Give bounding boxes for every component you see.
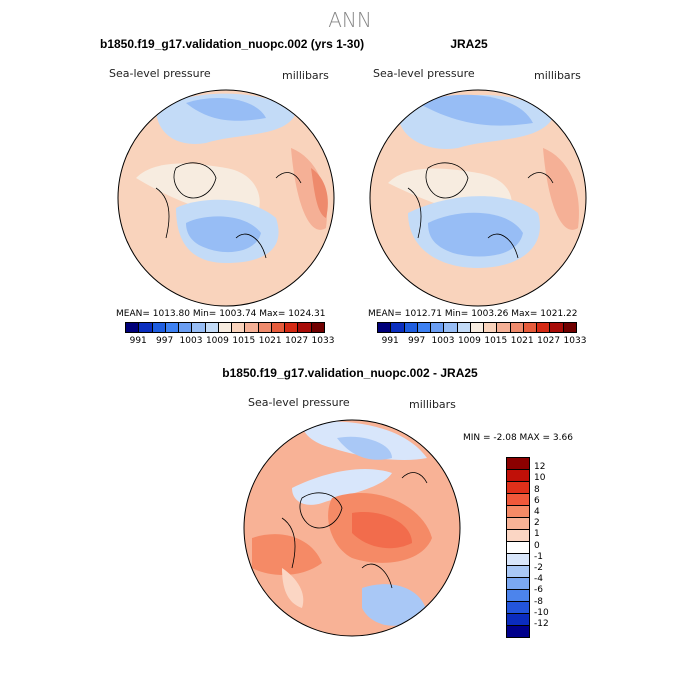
colorbar-swatch <box>152 323 166 332</box>
colorbar-swatch <box>165 323 180 332</box>
colorbar-swatch <box>507 458 529 470</box>
colorbar-swatch <box>507 506 529 518</box>
colorbar-swatch <box>245 323 259 332</box>
panel-3-units: millibars <box>409 398 456 411</box>
colorbar-label: 1027 <box>537 336 561 346</box>
panel-1-units: millibars <box>282 69 329 82</box>
colorbar-label: -4 <box>534 574 543 585</box>
panel-2-colorbar-labels: 991 997 1003 1009 1015 1021 1027 1033 <box>377 336 587 348</box>
panel-3-field-label: Sea-level pressure <box>248 396 350 409</box>
colorbar-label: 1009 <box>457 336 481 346</box>
panel-2-title: JRA25 <box>450 37 488 51</box>
colorbar-label: -2 <box>534 563 543 573</box>
colorbar-swatch <box>507 614 529 626</box>
panel-1-title: b1850.f19_g17.validation_nuopc.002 (yrs … <box>100 37 365 51</box>
panel-3-colorbar-labels: 12 10 8 6 4 2 1 0 -1 -2 -4 -6 -8 -10 -12 <box>534 457 574 629</box>
panel-3-polar-map <box>243 419 461 637</box>
colorbar-label: 8 <box>534 484 540 495</box>
colorbar-swatch <box>470 323 485 332</box>
colorbar-label: 12 <box>534 462 546 473</box>
colorbar-swatch <box>431 323 445 332</box>
colorbar-label: 4 <box>534 507 540 517</box>
colorbar-label: 10 <box>534 473 546 484</box>
colorbar-swatch <box>298 323 312 332</box>
colorbar-label: 1003 <box>431 336 455 346</box>
colorbar-swatch <box>391 323 405 332</box>
panel-1-field-label: Sea-level pressure <box>109 67 211 80</box>
panel-1-stats: MEAN= 1013.80 Min= 1003.74 Max= 1024.31 <box>116 309 326 319</box>
colorbar-label: -1 <box>534 551 543 562</box>
colorbar-swatch <box>507 590 529 602</box>
colorbar-swatch <box>507 566 529 578</box>
colorbar-label: 1015 <box>484 336 508 346</box>
colorbar-label: 0 <box>534 540 540 551</box>
colorbar-label: 1021 <box>258 336 282 346</box>
panel-2-colorbar <box>377 322 577 333</box>
colorbar-swatch <box>457 323 471 332</box>
colorbar-swatch <box>179 323 193 332</box>
colorbar-label: -8 <box>534 596 543 607</box>
colorbar-swatch <box>507 494 529 506</box>
colorbar-label: 6 <box>534 495 540 506</box>
colorbar-swatch <box>378 323 392 332</box>
colorbar-swatch <box>507 542 529 554</box>
colorbar-swatch <box>510 323 524 332</box>
panel-3-colorbar <box>506 457 530 638</box>
colorbar-swatch <box>271 323 286 332</box>
colorbar-swatch <box>507 554 529 566</box>
colorbar-label: 1021 <box>510 336 534 346</box>
main-title: ANN <box>328 8 372 32</box>
colorbar-swatch <box>484 323 498 332</box>
colorbar-label: 997 <box>156 336 174 346</box>
colorbar-label: 997 <box>408 336 426 346</box>
panel-1-polar-map <box>117 89 335 307</box>
colorbar-label: -6 <box>534 585 543 596</box>
colorbar-label: -10 <box>534 607 549 618</box>
colorbar-swatch <box>139 323 153 332</box>
colorbar-label: 1033 <box>563 336 587 346</box>
colorbar-swatch <box>523 323 538 332</box>
colorbar-swatch <box>507 578 529 590</box>
colorbar-label: 1015 <box>232 336 256 346</box>
colorbar-label: 1033 <box>311 336 335 346</box>
colorbar-label: 1027 <box>285 336 309 346</box>
colorbar-swatch <box>192 323 206 332</box>
colorbar-label: 991 <box>129 336 147 346</box>
panel-1-colorbar <box>125 322 325 333</box>
colorbar-swatch <box>563 323 576 332</box>
colorbar-swatch <box>507 482 529 494</box>
colorbar-swatch <box>444 323 458 332</box>
colorbar-swatch <box>232 323 246 332</box>
colorbar-swatch <box>311 323 324 332</box>
colorbar-swatch <box>417 323 432 332</box>
panel-1-colorbar-labels: 991 997 1003 1009 1015 1021 1027 1033 <box>125 336 335 348</box>
colorbar-swatch <box>507 518 529 530</box>
colorbar-swatch <box>205 323 219 332</box>
colorbar-swatch <box>537 323 551 332</box>
colorbar-label: -12 <box>534 619 549 629</box>
panel-3-title: b1850.f19_g17.validation_nuopc.002 - JRA… <box>222 366 478 380</box>
colorbar-swatch <box>126 323 140 332</box>
colorbar-swatch <box>507 530 529 542</box>
panel-2-polar-map <box>369 89 587 307</box>
colorbar-label: 991 <box>381 336 399 346</box>
colorbar-swatch <box>507 626 529 637</box>
colorbar-label: 1 <box>534 529 540 540</box>
colorbar-swatch <box>285 323 299 332</box>
panel-2-field-label: Sea-level pressure <box>373 67 475 80</box>
colorbar-swatch <box>507 602 529 614</box>
panel-2-stats: MEAN= 1012.71 Min= 1003.26 Max= 1021.22 <box>368 309 578 319</box>
colorbar-label: 2 <box>534 518 540 529</box>
colorbar-swatch <box>550 323 564 332</box>
colorbar-label: 1003 <box>179 336 203 346</box>
colorbar-swatch <box>507 470 529 482</box>
panel-2-units: millibars <box>534 69 581 82</box>
panel-3-stats: MIN = -2.08 MAX = 3.66 <box>463 433 573 443</box>
colorbar-swatch <box>258 323 272 332</box>
colorbar-label: 1009 <box>205 336 229 346</box>
colorbar-swatch <box>218 323 233 332</box>
colorbar-swatch <box>497 323 511 332</box>
colorbar-swatch <box>404 323 418 332</box>
